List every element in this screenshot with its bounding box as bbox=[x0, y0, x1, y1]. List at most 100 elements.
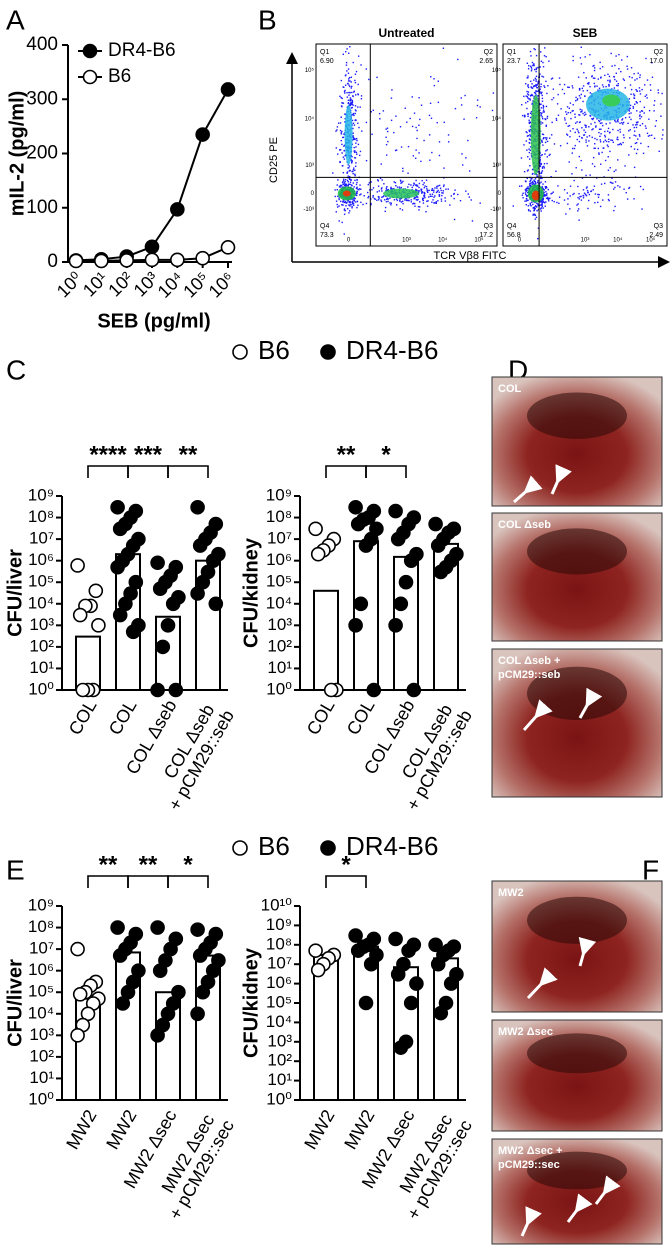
event-dot bbox=[365, 202, 368, 205]
event-dot bbox=[360, 95, 363, 97]
significance-bracket bbox=[167, 875, 209, 888]
event-dot bbox=[457, 58, 459, 61]
flow-plot-frame bbox=[502, 43, 668, 247]
event-dot bbox=[357, 83, 359, 86]
marker bbox=[308, 521, 323, 537]
marker bbox=[348, 928, 363, 943]
event-dot bbox=[544, 195, 546, 197]
event-dot bbox=[341, 152, 343, 154]
event-dot bbox=[531, 61, 534, 64]
marker bbox=[310, 546, 326, 562]
event-dot bbox=[541, 140, 543, 143]
event-dot bbox=[523, 95, 525, 98]
event-dot bbox=[575, 167, 577, 169]
event-dot bbox=[608, 140, 610, 143]
event-dot bbox=[387, 140, 389, 143]
event-dot bbox=[367, 191, 369, 194]
event-dot bbox=[529, 50, 532, 53]
event-dot bbox=[639, 74, 641, 76]
event-dot bbox=[351, 200, 354, 203]
event-dot bbox=[348, 76, 351, 79]
event-dot bbox=[408, 199, 410, 202]
event-dot bbox=[598, 193, 600, 196]
event-dot bbox=[360, 193, 362, 195]
event-dot bbox=[339, 160, 341, 163]
event-dot bbox=[533, 183, 535, 186]
event-dot bbox=[647, 135, 650, 137]
event-dot bbox=[651, 62, 653, 64]
event-dot bbox=[639, 100, 641, 103]
event-dot bbox=[604, 182, 606, 185]
event-dot bbox=[416, 137, 418, 140]
event-dot bbox=[646, 132, 649, 135]
event-dot bbox=[530, 94, 532, 96]
event-dot bbox=[529, 128, 532, 131]
event-dot bbox=[468, 196, 471, 198]
event-dot bbox=[355, 183, 358, 186]
event-dot bbox=[395, 149, 398, 151]
event-dot bbox=[346, 96, 349, 98]
event-dot bbox=[552, 191, 554, 193]
event-dot bbox=[539, 159, 541, 162]
event-dot bbox=[630, 67, 633, 69]
event-dot bbox=[540, 121, 542, 123]
event-dot bbox=[431, 187, 434, 190]
event-dot bbox=[540, 210, 542, 212]
event-dot bbox=[658, 150, 660, 153]
event-dot bbox=[541, 177, 543, 179]
event-dot bbox=[544, 141, 547, 144]
event-dot bbox=[347, 185, 350, 187]
event-dot bbox=[545, 201, 547, 203]
y-tick-label: 10⁰ bbox=[28, 1089, 54, 1108]
event-dot bbox=[544, 47, 546, 49]
event-dot bbox=[636, 78, 638, 80]
y-tick-label: 10⁷ bbox=[29, 939, 54, 958]
event-dot bbox=[441, 192, 443, 194]
event-dot bbox=[527, 205, 530, 207]
event-dot bbox=[539, 160, 541, 163]
event-dot bbox=[344, 184, 346, 187]
event-dot bbox=[582, 112, 584, 115]
event-dot bbox=[426, 200, 428, 203]
event-dot bbox=[549, 197, 551, 199]
event-dot bbox=[387, 198, 389, 200]
event-dot bbox=[426, 188, 428, 190]
event-dot bbox=[390, 202, 392, 204]
event-dot bbox=[332, 172, 334, 174]
marker bbox=[430, 956, 446, 972]
event-dot bbox=[537, 90, 539, 93]
event-dot bbox=[353, 90, 355, 92]
significance-bracket bbox=[365, 465, 407, 478]
event-dot bbox=[526, 194, 528, 197]
event-dot bbox=[598, 87, 601, 90]
marker bbox=[150, 555, 165, 571]
event-dot bbox=[606, 144, 609, 146]
event-dot bbox=[578, 155, 581, 158]
event-dot bbox=[581, 169, 583, 171]
event-dot bbox=[541, 94, 543, 97]
event-dot bbox=[594, 202, 596, 204]
marker bbox=[70, 1028, 85, 1043]
event-dot bbox=[611, 65, 613, 67]
event-dot bbox=[371, 133, 373, 135]
event-dot bbox=[529, 112, 532, 115]
event-dot bbox=[427, 200, 429, 202]
y-tick-label: 10¹ bbox=[29, 658, 54, 677]
event-dot bbox=[346, 171, 349, 173]
event-dot bbox=[348, 91, 350, 94]
event-dot bbox=[540, 163, 542, 166]
event-dot bbox=[370, 111, 372, 113]
event-dot bbox=[378, 112, 381, 115]
event-dot bbox=[564, 117, 566, 119]
event-dot bbox=[539, 91, 541, 93]
event-dot bbox=[361, 130, 363, 132]
x-tick-label: MW2 bbox=[340, 1106, 378, 1152]
event-dot bbox=[528, 158, 531, 160]
event-dot bbox=[347, 175, 349, 177]
event-dot bbox=[350, 87, 353, 89]
event-dot bbox=[535, 90, 537, 93]
event-dot bbox=[548, 60, 550, 62]
event-dot bbox=[525, 198, 528, 200]
event-dot bbox=[415, 189, 417, 191]
event-dot bbox=[385, 143, 388, 146]
